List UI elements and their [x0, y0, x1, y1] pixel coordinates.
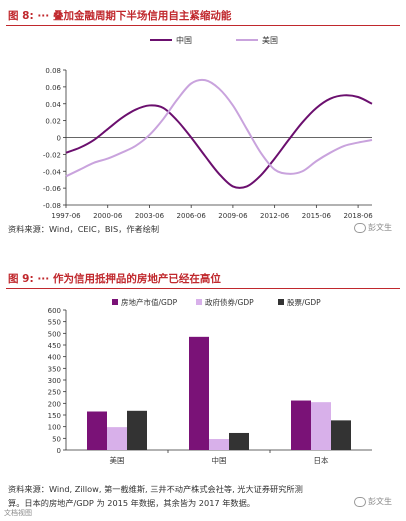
- y-tick-label: 500: [48, 330, 61, 338]
- y-tick-label: -0.04: [43, 168, 62, 176]
- figure9-source-line1: 资料来源：Wind, Zillow, 第一截维斯, 三井不动产株式会社等, 光大…: [8, 484, 303, 494]
- legend-label-1: 政府债券/GDP: [205, 297, 254, 307]
- legend-swatch-0: [112, 299, 118, 305]
- watermark-text-2: 彭文生: [368, 497, 392, 506]
- bar-0-2: [291, 400, 311, 450]
- wechat-icon: [354, 222, 366, 233]
- y-tick-label: 150: [48, 412, 61, 420]
- bar-2-2: [331, 420, 351, 450]
- y-tick-label: 0: [57, 447, 61, 455]
- legend-label-1: 美国: [262, 35, 278, 45]
- watermark-text-1: 彭文生: [368, 223, 392, 232]
- figure9-title: 图 9: ··· 作为信用抵押品的房地产已经在高位: [8, 273, 221, 285]
- x-category-label: 中国: [212, 455, 227, 465]
- x-tick-label: 2012-06: [260, 212, 290, 220]
- figure8-title-rule: [6, 25, 400, 26]
- y-tick-label: -0.08: [43, 202, 61, 210]
- x-category-label: 美国: [110, 455, 125, 465]
- watermark-1: 彭文生: [354, 222, 392, 233]
- y-tick-label: 550: [48, 319, 61, 327]
- bar-0-0: [87, 411, 107, 450]
- legend-swatch-1: [196, 299, 202, 305]
- watermark-2: 彭文生: [354, 496, 392, 507]
- bar-chart: 房地产市值/GDP 政府债券/GDP 股票/GDP 0 50 100 150 200 250 30…: [48, 297, 372, 465]
- line-chart: 中国 美国 0.08 0.06 0.04 0.02 0 -0.02 -0.04 -0.06 -0.0…: [43, 35, 373, 220]
- x-category-label: 日本: [314, 455, 329, 465]
- bar-1-0: [107, 427, 127, 450]
- y-tick-label: 100: [48, 424, 61, 432]
- y-tick-label: 0.04: [45, 101, 61, 109]
- y-tick-label: 250: [48, 389, 61, 397]
- series-line-0: [65, 94, 373, 189]
- bar-1-2: [311, 402, 331, 450]
- y-tick-label: 0.02: [45, 118, 61, 126]
- legend-label-2: 股票/GDP: [287, 298, 321, 307]
- figure8-title: 图 8: ··· 叠加金融周期下半场信用自主紧缩动能: [8, 10, 232, 22]
- x-tick-label: 2006-06: [177, 212, 207, 220]
- figure8-source: 资料来源：Wind，CEIC，BIS，作者绘制: [8, 224, 160, 234]
- y-tick-label: 0.06: [45, 84, 61, 92]
- y-tick-label: 450: [48, 342, 61, 350]
- y-tick-label: -0.02: [43, 151, 61, 159]
- y-tick-label: 200: [48, 400, 61, 408]
- legend-label-0: 房地产市值/GDP: [121, 297, 178, 307]
- y-tick-label: 0: [57, 135, 61, 143]
- series-line-1: [65, 78, 373, 178]
- y-tick-label: 0.08: [45, 67, 61, 75]
- x-tick-label: 2015-06: [302, 212, 332, 220]
- x-tick-label: 2000-06: [93, 212, 123, 220]
- x-tick-label: 1997-06: [51, 212, 81, 220]
- y-tick-label: 300: [48, 377, 61, 385]
- y-tick-label: 400: [48, 354, 61, 362]
- x-tick-label: 2018-06: [343, 212, 373, 220]
- bar-1-1: [209, 439, 229, 450]
- bar-0-1: [189, 336, 209, 450]
- figure9-source-line2: 算。日本的房地产/GDP 为 2015 年数据，其余皆为 2017 年数据。: [8, 498, 255, 508]
- wechat-icon: [354, 496, 366, 507]
- bar-2-0: [127, 410, 147, 450]
- y-tick-label: 350: [48, 365, 61, 373]
- figure9-title-rule: [6, 288, 400, 289]
- y-tick-label: -0.06: [43, 185, 62, 193]
- x-tick-label: 2009-06: [218, 212, 248, 220]
- legend-swatch-2: [278, 299, 284, 305]
- bottom-watermark: 文档视图: [4, 509, 32, 517]
- legend-label-0: 中国: [176, 35, 192, 45]
- y-tick-label: 600: [48, 307, 61, 315]
- x-tick-label: 2003-06: [135, 212, 165, 220]
- bar-2-1: [229, 432, 249, 450]
- y-tick-label: 50: [52, 435, 61, 443]
